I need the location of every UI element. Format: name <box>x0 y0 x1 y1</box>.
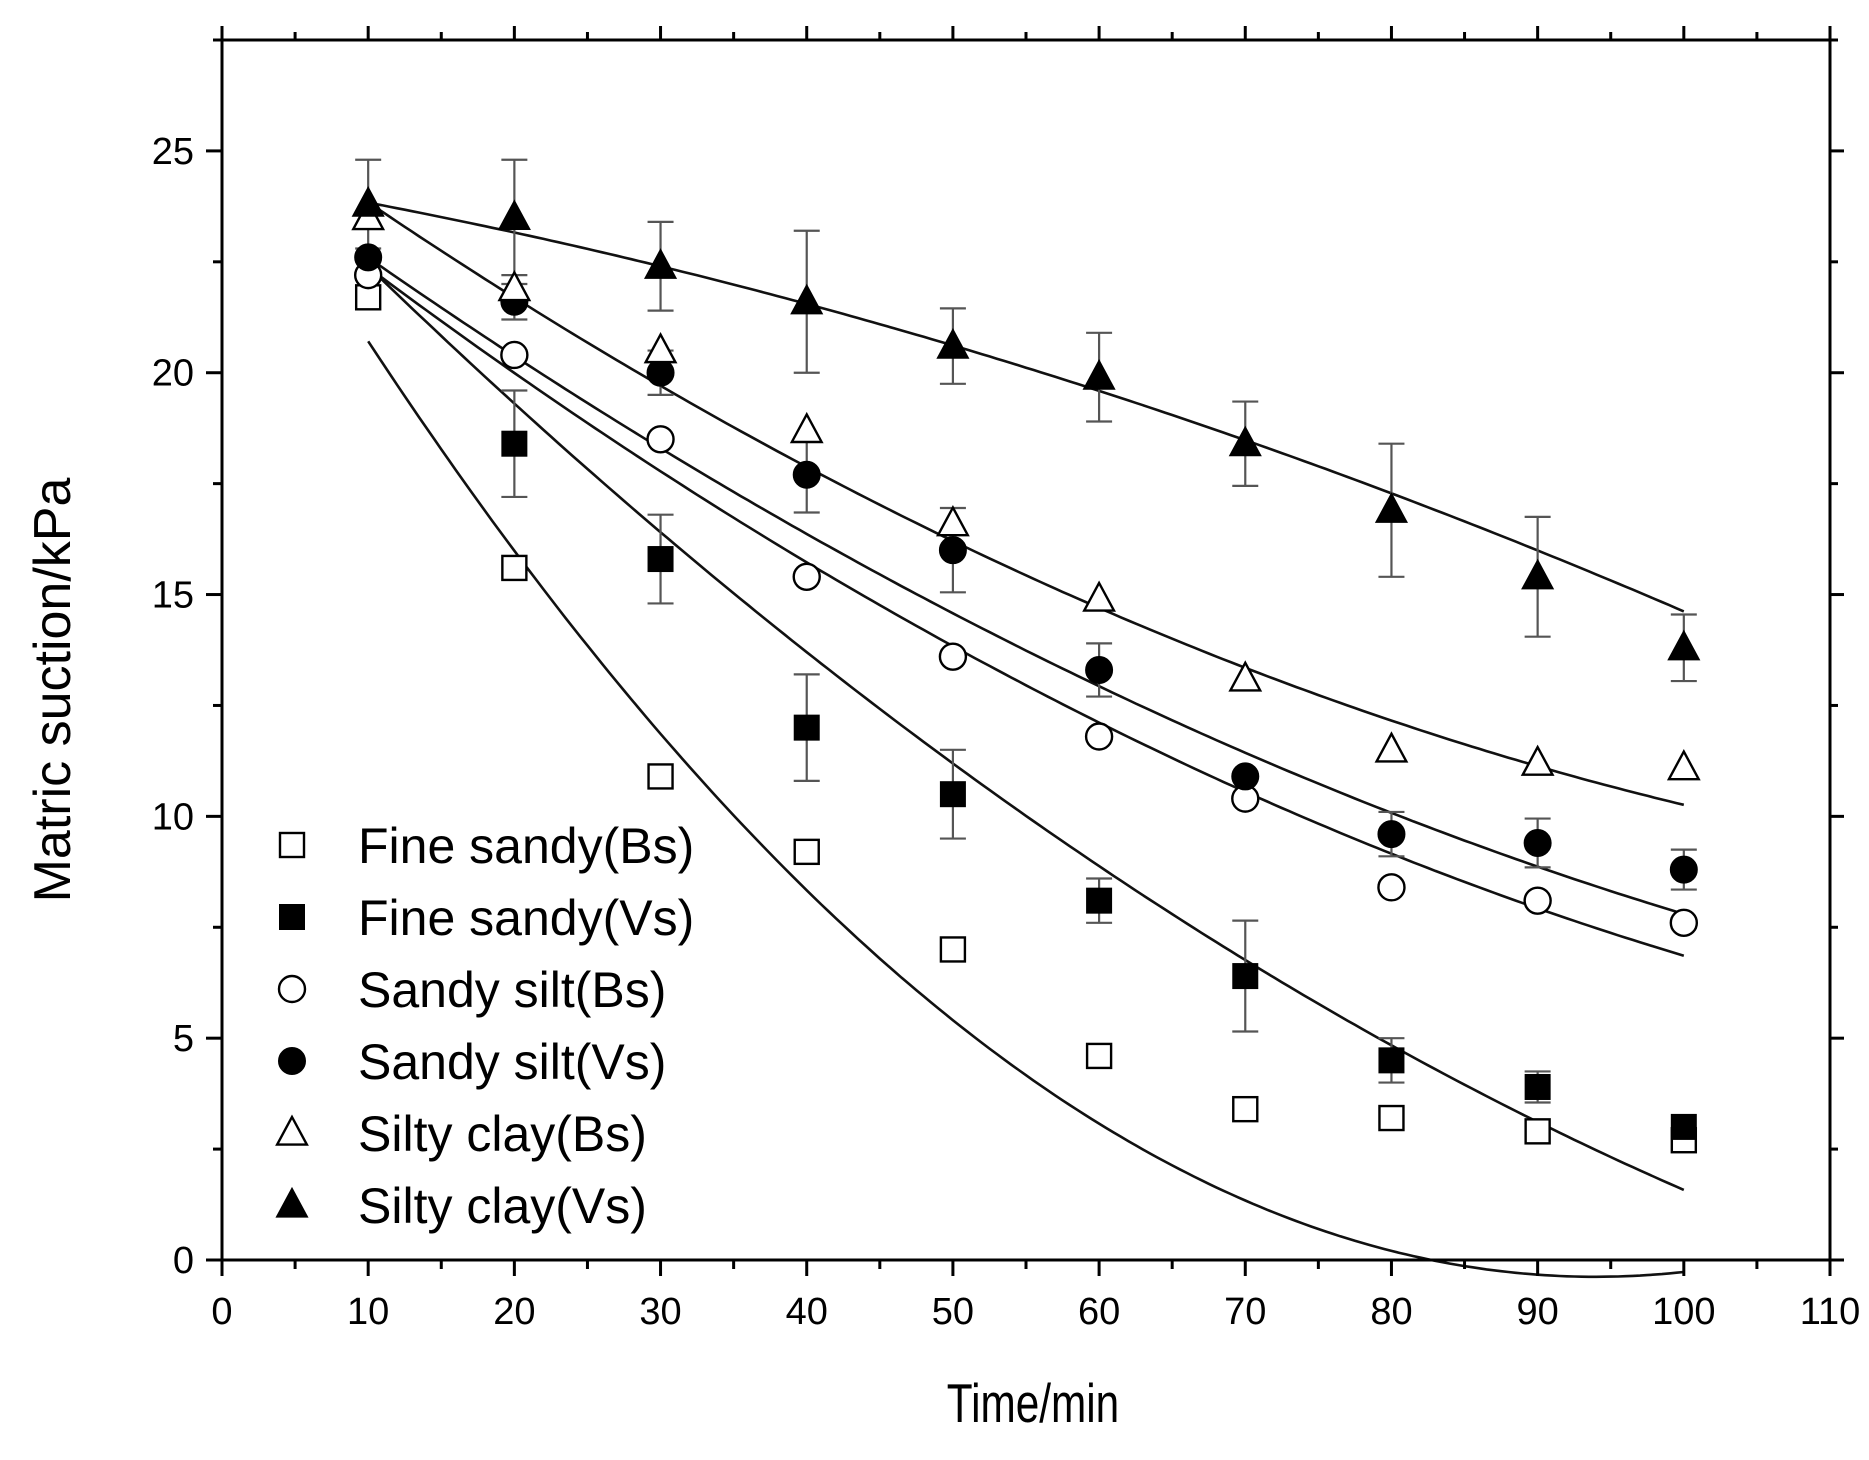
data-point <box>497 199 531 231</box>
legend-label: Fine sandy(Vs) <box>358 890 694 946</box>
data-point <box>1228 425 1262 457</box>
legend-label: Fine sandy(Bs) <box>358 818 694 874</box>
y-tick-label: 5 <box>173 1018 194 1060</box>
data-point <box>497 269 532 302</box>
x-tick-label: 100 <box>1652 1291 1715 1333</box>
data-point <box>1082 359 1116 390</box>
fit-curve-4 <box>367 256 1685 916</box>
x-tick-label: 70 <box>1224 1291 1266 1333</box>
data-point <box>1377 820 1406 849</box>
x-tick-label: 110 <box>1800 1291 1861 1333</box>
x-tick-label: 10 <box>347 1291 389 1333</box>
y-tick-label: 20 <box>152 353 194 395</box>
data-point <box>1521 558 1555 590</box>
data-point <box>936 505 970 537</box>
x-tick-label: 0 <box>211 1291 232 1333</box>
data-point <box>1377 873 1406 902</box>
legend-marker <box>279 904 305 930</box>
data-point <box>351 186 385 217</box>
data-point <box>1228 660 1263 692</box>
data-point <box>790 283 824 315</box>
data-point <box>1669 855 1698 884</box>
data-point <box>1524 1073 1551 1100</box>
data-point <box>501 430 528 457</box>
data-point <box>646 425 675 454</box>
x-tick-label: 80 <box>1370 1291 1412 1333</box>
fit-curve-5 <box>367 201 1685 807</box>
legend-marker <box>277 974 307 1004</box>
data-point <box>1085 655 1114 684</box>
data-point <box>500 340 529 370</box>
data-point <box>647 546 674 573</box>
data-point <box>1374 492 1409 523</box>
data-point <box>1520 744 1555 776</box>
data-point <box>936 327 970 359</box>
data-point <box>1669 908 1699 938</box>
data-point <box>646 358 675 387</box>
legend-marker <box>278 831 306 859</box>
data-point <box>1232 1095 1259 1123</box>
x-tick-label: 60 <box>1078 1291 1120 1333</box>
x-tick-label: 20 <box>493 1291 535 1333</box>
data-point <box>793 714 820 741</box>
fit-curve-2 <box>367 265 1685 1192</box>
data-point <box>1082 580 1116 612</box>
data-point <box>939 936 967 963</box>
fit-curve-3 <box>367 266 1685 957</box>
y-axis-title: Matric suction/kPa <box>24 478 82 903</box>
legend: Fine sandy(Bs) Fine sandy(Vs) Sandy silt(B… <box>275 818 694 1234</box>
data-point <box>1378 1104 1405 1132</box>
data-point <box>793 838 820 866</box>
data-point <box>643 248 678 279</box>
x-axis-title: Time/min <box>947 1374 1119 1434</box>
legend-label: Sandy silt(Bs) <box>358 962 666 1018</box>
x-tick-label: 50 <box>932 1291 974 1333</box>
legend-marker <box>275 1114 309 1146</box>
data-point <box>938 536 967 565</box>
legend-label: Silty clay(Bs) <box>358 1106 647 1162</box>
x-tick-label: 40 <box>786 1291 828 1333</box>
data-point <box>1670 1113 1697 1140</box>
data-point <box>939 781 966 808</box>
data-point <box>938 642 968 671</box>
data-point <box>643 332 678 364</box>
data-point <box>792 562 821 591</box>
legend-marker <box>278 1047 306 1075</box>
x-tick-label: 30 <box>639 1291 681 1333</box>
data-point <box>1667 629 1701 661</box>
y-tick-label: 10 <box>152 796 194 838</box>
data-point <box>1523 886 1552 915</box>
axes: 0 10 20 30 40 50 60 70 80 90 100 110 0 5 10 15 20 25 <box>152 26 1861 1333</box>
x-tick-label: 90 <box>1516 1291 1558 1333</box>
data-point <box>1523 828 1552 857</box>
y-tick-label: 15 <box>152 575 194 617</box>
y-tick-label: 25 <box>152 131 194 173</box>
data-point <box>647 763 674 790</box>
fit-curve-6 <box>367 201 1685 613</box>
data-point <box>792 460 821 489</box>
legend-label: Silty clay(Vs) <box>358 1178 647 1234</box>
data-point <box>1524 1118 1551 1145</box>
data-point <box>1666 749 1701 781</box>
data-points <box>351 186 1701 1154</box>
data-point <box>354 284 382 311</box>
data-point <box>1085 1042 1113 1070</box>
data-point <box>1231 762 1260 791</box>
data-point <box>354 243 383 272</box>
data-point <box>1086 887 1113 914</box>
data-point <box>1232 963 1259 990</box>
data-point <box>1084 722 1114 751</box>
data-point <box>1374 731 1409 763</box>
legend-marker <box>275 1186 309 1218</box>
y-tick-label: 0 <box>173 1240 194 1282</box>
data-point <box>1378 1047 1405 1074</box>
data-point <box>789 411 824 444</box>
legend-label: Sandy silt(Vs) <box>358 1034 666 1090</box>
data-point <box>501 554 528 582</box>
